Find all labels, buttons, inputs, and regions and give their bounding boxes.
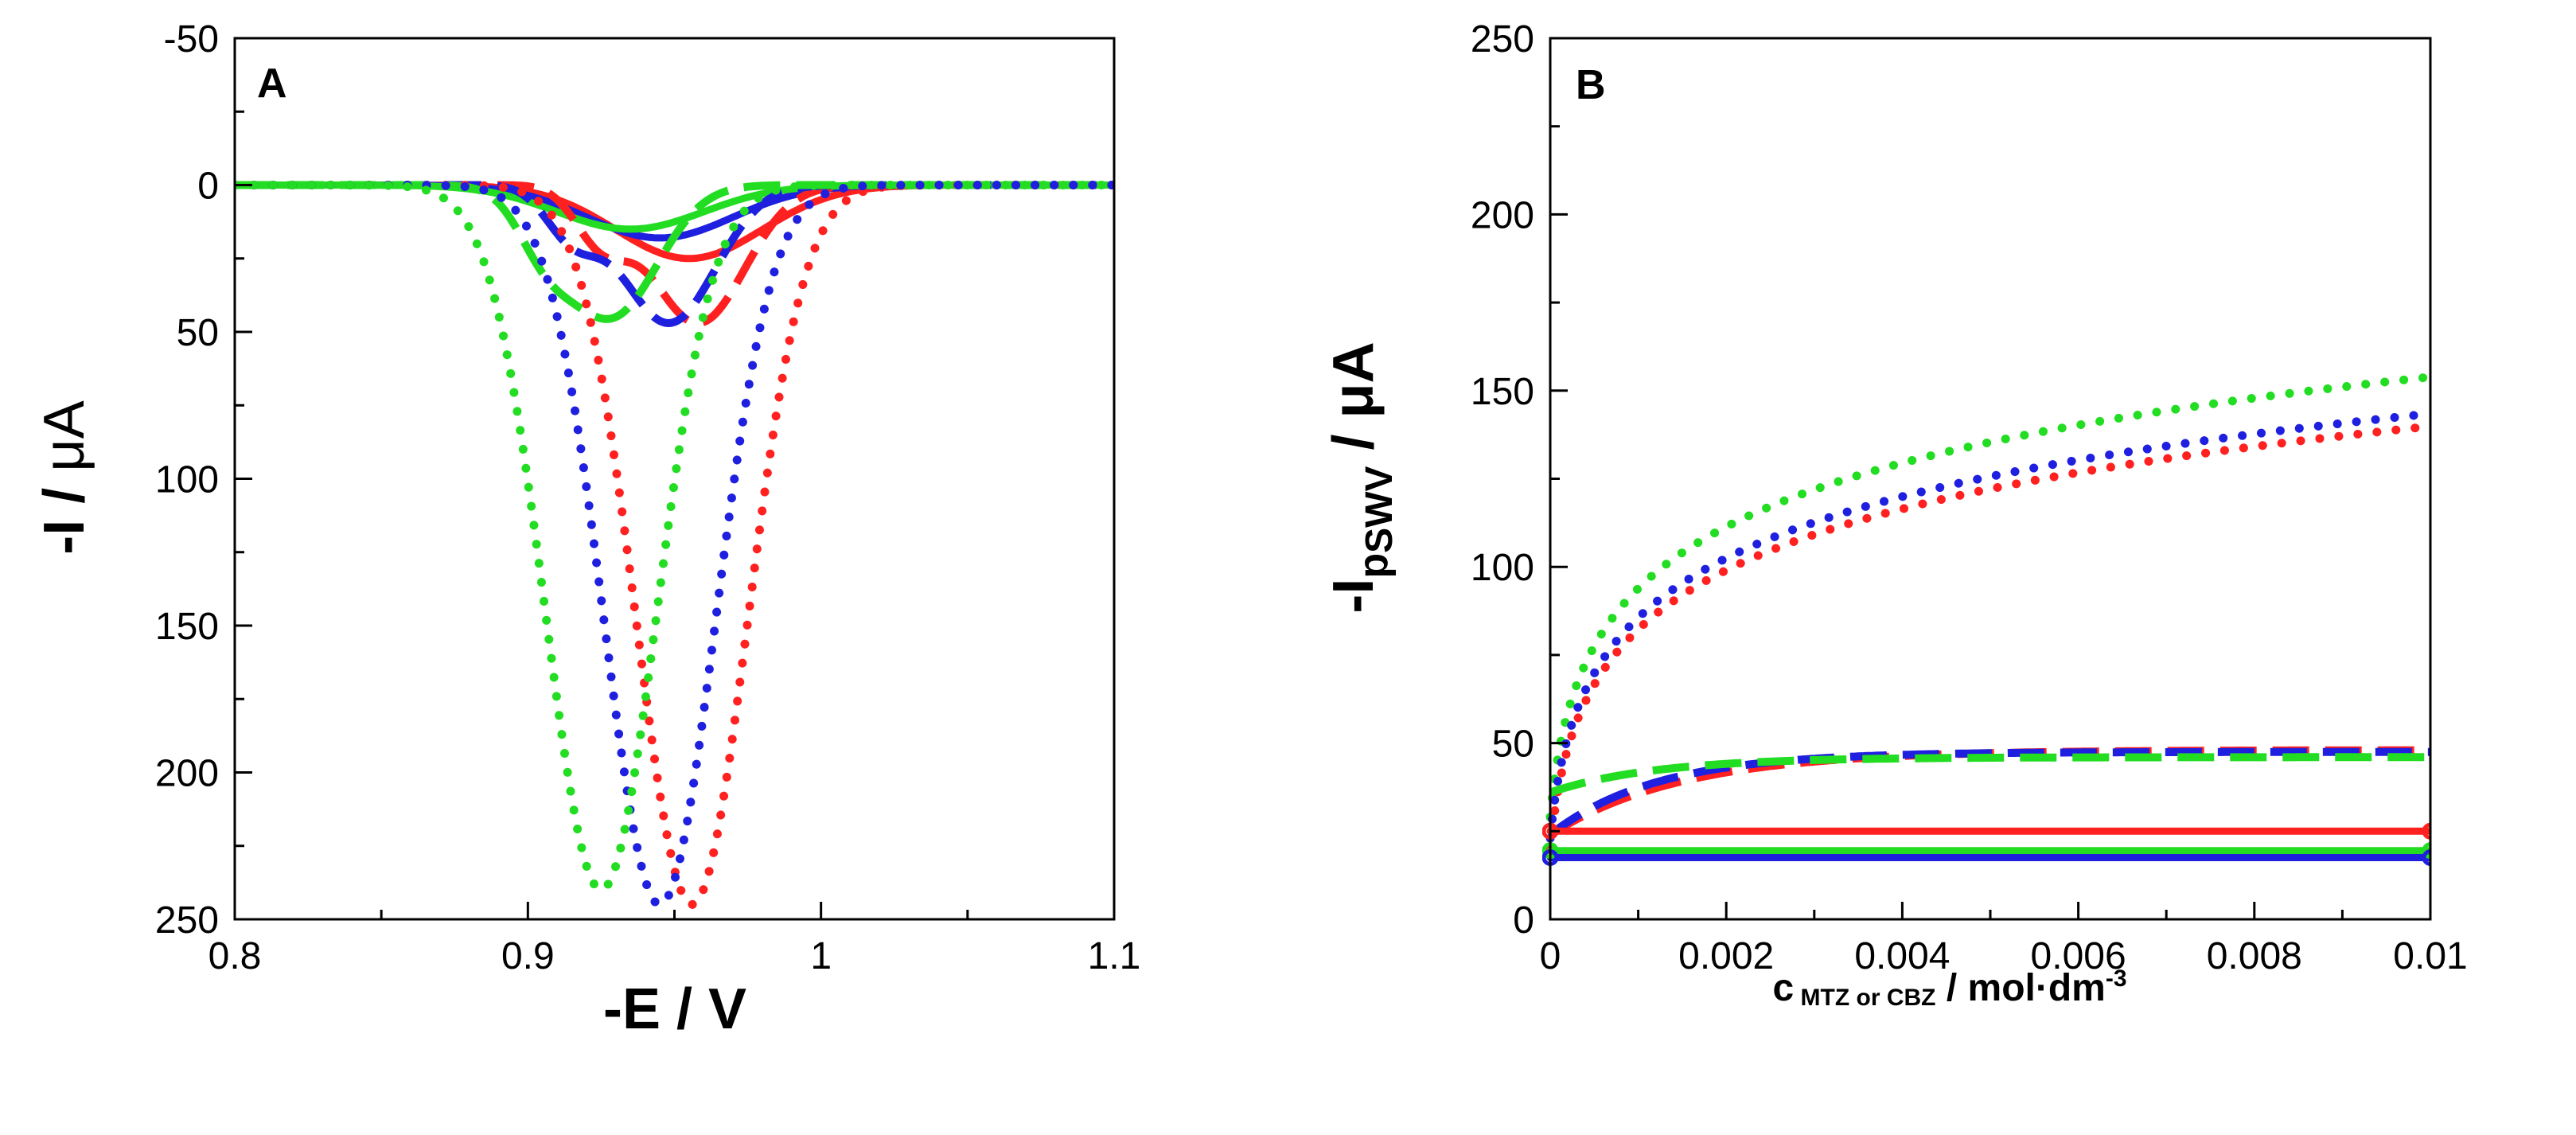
panel-a-frame bbox=[233, 37, 1116, 921]
panel-b-y-axis-title: -IpSWV / μA bbox=[1322, 341, 1401, 613]
panel-b-series-red-dotted bbox=[1545, 422, 2430, 853]
panel-b-y-tick-label: 50 bbox=[1492, 724, 1534, 766]
panel-a-series-green-dashed bbox=[235, 181, 1114, 323]
panel-b-y-title-sub: p bbox=[1350, 553, 1397, 579]
panel-b-x-tick-label: 0.002 bbox=[1678, 935, 1774, 977]
panel-a-series-blue-dotted bbox=[235, 181, 1114, 909]
panel-a-x-tick-label: 1 bbox=[810, 935, 832, 977]
panel-b-y-tick-label: 200 bbox=[1471, 194, 1534, 236]
panel-b-x-title-sub: MTZ or CBZ bbox=[1794, 985, 1935, 1011]
panel-a-x-axis-title: -E / V bbox=[603, 977, 746, 1041]
panel-a-y-tick-label: 150 bbox=[155, 606, 219, 648]
panel-b-series-blue-dashed bbox=[1546, 747, 2430, 839]
panel-b-x-tick-label: 0 bbox=[1540, 935, 1561, 977]
panel-a-series-red-dotted bbox=[235, 181, 1114, 909]
panel-b-x-title-c: c bbox=[1772, 967, 1794, 1009]
panel-b-y-title-main: -I bbox=[1322, 579, 1385, 614]
panel-a-y-tick-label: -50 bbox=[164, 18, 219, 60]
panel-b-y-tick-label: 0 bbox=[1513, 899, 1534, 942]
panel-a-y-tick-label: 50 bbox=[177, 312, 219, 354]
panel-b-x-tick-label: 0.008 bbox=[2207, 935, 2302, 977]
panel-b-endpoint-marker bbox=[2422, 822, 2430, 840]
panel-a-x-tick-label: 0.9 bbox=[501, 935, 555, 977]
panel-a-x-tick-label: 1.1 bbox=[1088, 935, 1141, 977]
panel-a-letter: A bbox=[257, 60, 287, 107]
panel-a-series-green-dotted bbox=[235, 181, 1114, 895]
panel-b-x-tick-label: 0.006 bbox=[2031, 935, 2126, 977]
panel-a: 0.8 0.9 1 1.1 -50 0 50 100 150 200 250 A -E / V -I… bbox=[33, 18, 1140, 1041]
panel-b-endpoint-marker bbox=[2422, 842, 2430, 860]
panel-b-series-blue-dotted bbox=[1545, 409, 2430, 843]
panel-b-series-green-dashed bbox=[1546, 753, 2430, 797]
panel-b-x-title-unit: / mol·dm bbox=[1936, 967, 2106, 1009]
panel-a-y-tick-label: 100 bbox=[155, 459, 219, 501]
panel-a-y-tick-label: 250 bbox=[155, 899, 219, 942]
panel-b-endpoint-marker bbox=[2422, 849, 2430, 867]
panel-b-x-tick-label: 0.004 bbox=[1854, 935, 1950, 977]
panel-b-x-tick-label: 0.01 bbox=[2393, 935, 2467, 977]
panel-a-x-tick-label: 0.8 bbox=[208, 935, 262, 977]
panel-b-y-tick-label: 100 bbox=[1471, 547, 1534, 589]
panel-b-y-title-subsub: SWV bbox=[1358, 466, 1401, 552]
panel-a-y-axis-title: -I / μA bbox=[33, 400, 96, 555]
panel-a-y-title-main: -I / bbox=[33, 472, 96, 555]
panel-b-x-title-sup: -3 bbox=[2106, 965, 2127, 992]
panel-a-curves bbox=[235, 181, 1114, 909]
panel-b-series-green-dotted bbox=[1545, 372, 2430, 822]
panel-b-curves bbox=[1542, 372, 2430, 867]
panel-b-ticks: 0 0.002 0.004 0.006 0.008 0.01 0 50 100 150 200 250 bbox=[1471, 18, 2468, 977]
panel-a-ticks: 0.8 0.9 1 1.1 -50 0 50 100 150 200 250 bbox=[155, 18, 1140, 977]
panel-b-y-tick-label: 150 bbox=[1471, 371, 1534, 413]
panel-b-x-axis-title: c MTZ or CBZ / mol·dm-3 bbox=[1772, 965, 2126, 1011]
panel-a-series-green-solid bbox=[235, 181, 1114, 233]
panel-b-series-red-dashed bbox=[1546, 746, 2430, 839]
panel-b-y-tick-label: 250 bbox=[1471, 18, 1534, 60]
panel-a-y-title-unit: μA bbox=[33, 400, 96, 472]
panel-b: 0 0.002 0.004 0.006 0.008 0.01 0 50 100 150 200 250… bbox=[1322, 18, 2468, 1011]
panel-a-y-tick-label: 200 bbox=[155, 753, 219, 795]
panel-b-y-title-unit: / μA bbox=[1322, 341, 1385, 466]
panel-b-letter: B bbox=[1576, 62, 1606, 108]
panel-b-frame bbox=[1549, 37, 2432, 921]
panel-a-y-tick-label: 0 bbox=[197, 166, 219, 208]
